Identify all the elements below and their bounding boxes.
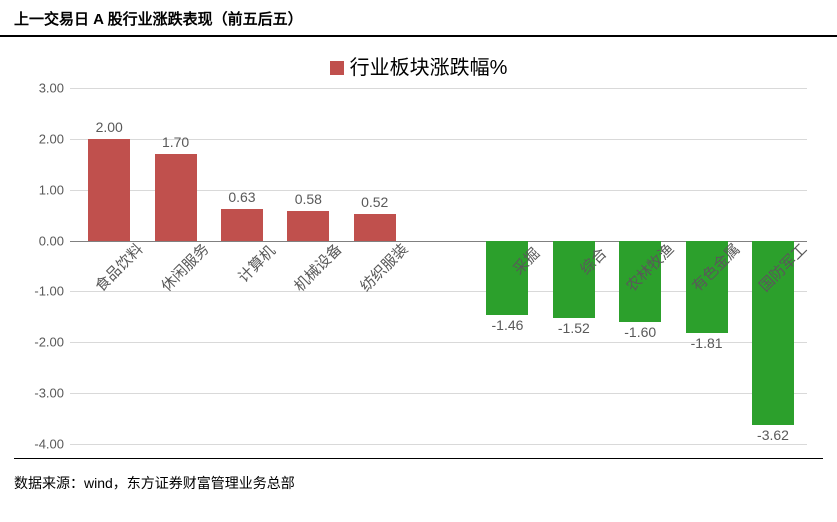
bars: 2.00食品饮料1.70休闲服务0.63计算机0.58机械设备0.52纺织服装-…	[70, 88, 807, 444]
y-tick-label: -3.00	[22, 386, 64, 401]
bar	[88, 139, 130, 241]
bar-value-label: -1.46	[477, 317, 537, 333]
bar-value-label: 0.63	[212, 189, 272, 205]
y-tick-label: 0.00	[22, 233, 64, 248]
bar	[354, 214, 396, 240]
legend-swatch	[330, 61, 344, 75]
bar	[287, 211, 329, 240]
bar-value-label: 1.70	[146, 134, 206, 150]
bar-value-label: -1.81	[677, 335, 737, 351]
data-source: 数据来源：wind，东方证券财富管理业务总部	[0, 459, 837, 493]
chart-area: -4.00-3.00-2.00-1.000.001.002.003.00 2.0…	[70, 88, 807, 444]
category-label: 计算机	[233, 240, 280, 287]
bar-value-label: 2.00	[79, 119, 139, 135]
bar-value-label: 0.58	[278, 191, 338, 207]
legend-label: 行业板块涨跌幅%	[350, 57, 508, 79]
bar-value-label: -3.62	[743, 427, 803, 443]
y-tick-label: -4.00	[22, 437, 64, 452]
bar-value-label: -1.52	[544, 320, 604, 336]
legend: 行业板块涨跌幅%	[0, 37, 837, 88]
category-label: 食品饮料	[90, 238, 147, 295]
bar-value-label: -1.60	[610, 324, 670, 340]
y-tick-label: -2.00	[22, 335, 64, 350]
bar-value-label: 0.52	[345, 194, 405, 210]
category-label: 休闲服务	[156, 238, 213, 295]
category-label: 机械设备	[289, 238, 346, 295]
gridline	[70, 444, 807, 445]
y-tick-label: 3.00	[22, 81, 64, 96]
y-tick-label: 2.00	[22, 131, 64, 146]
y-tick-label: 1.00	[22, 182, 64, 197]
y-tick-label: -1.00	[22, 284, 64, 299]
chart-title: 上一交易日 A 股行业涨跌表现（前五后五）	[0, 0, 837, 37]
category-label: 纺织服装	[355, 238, 412, 295]
bar	[155, 154, 197, 240]
bar	[221, 209, 263, 241]
